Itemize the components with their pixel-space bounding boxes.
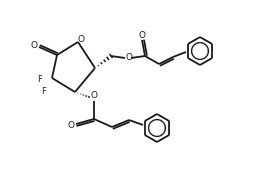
Text: O: O — [78, 36, 84, 44]
Text: O: O — [67, 120, 75, 130]
Text: O: O — [125, 53, 133, 61]
Text: F: F — [38, 76, 42, 85]
Text: O: O — [139, 31, 145, 40]
Text: F: F — [42, 87, 46, 96]
Text: O: O — [90, 92, 98, 100]
Text: O: O — [31, 40, 37, 49]
